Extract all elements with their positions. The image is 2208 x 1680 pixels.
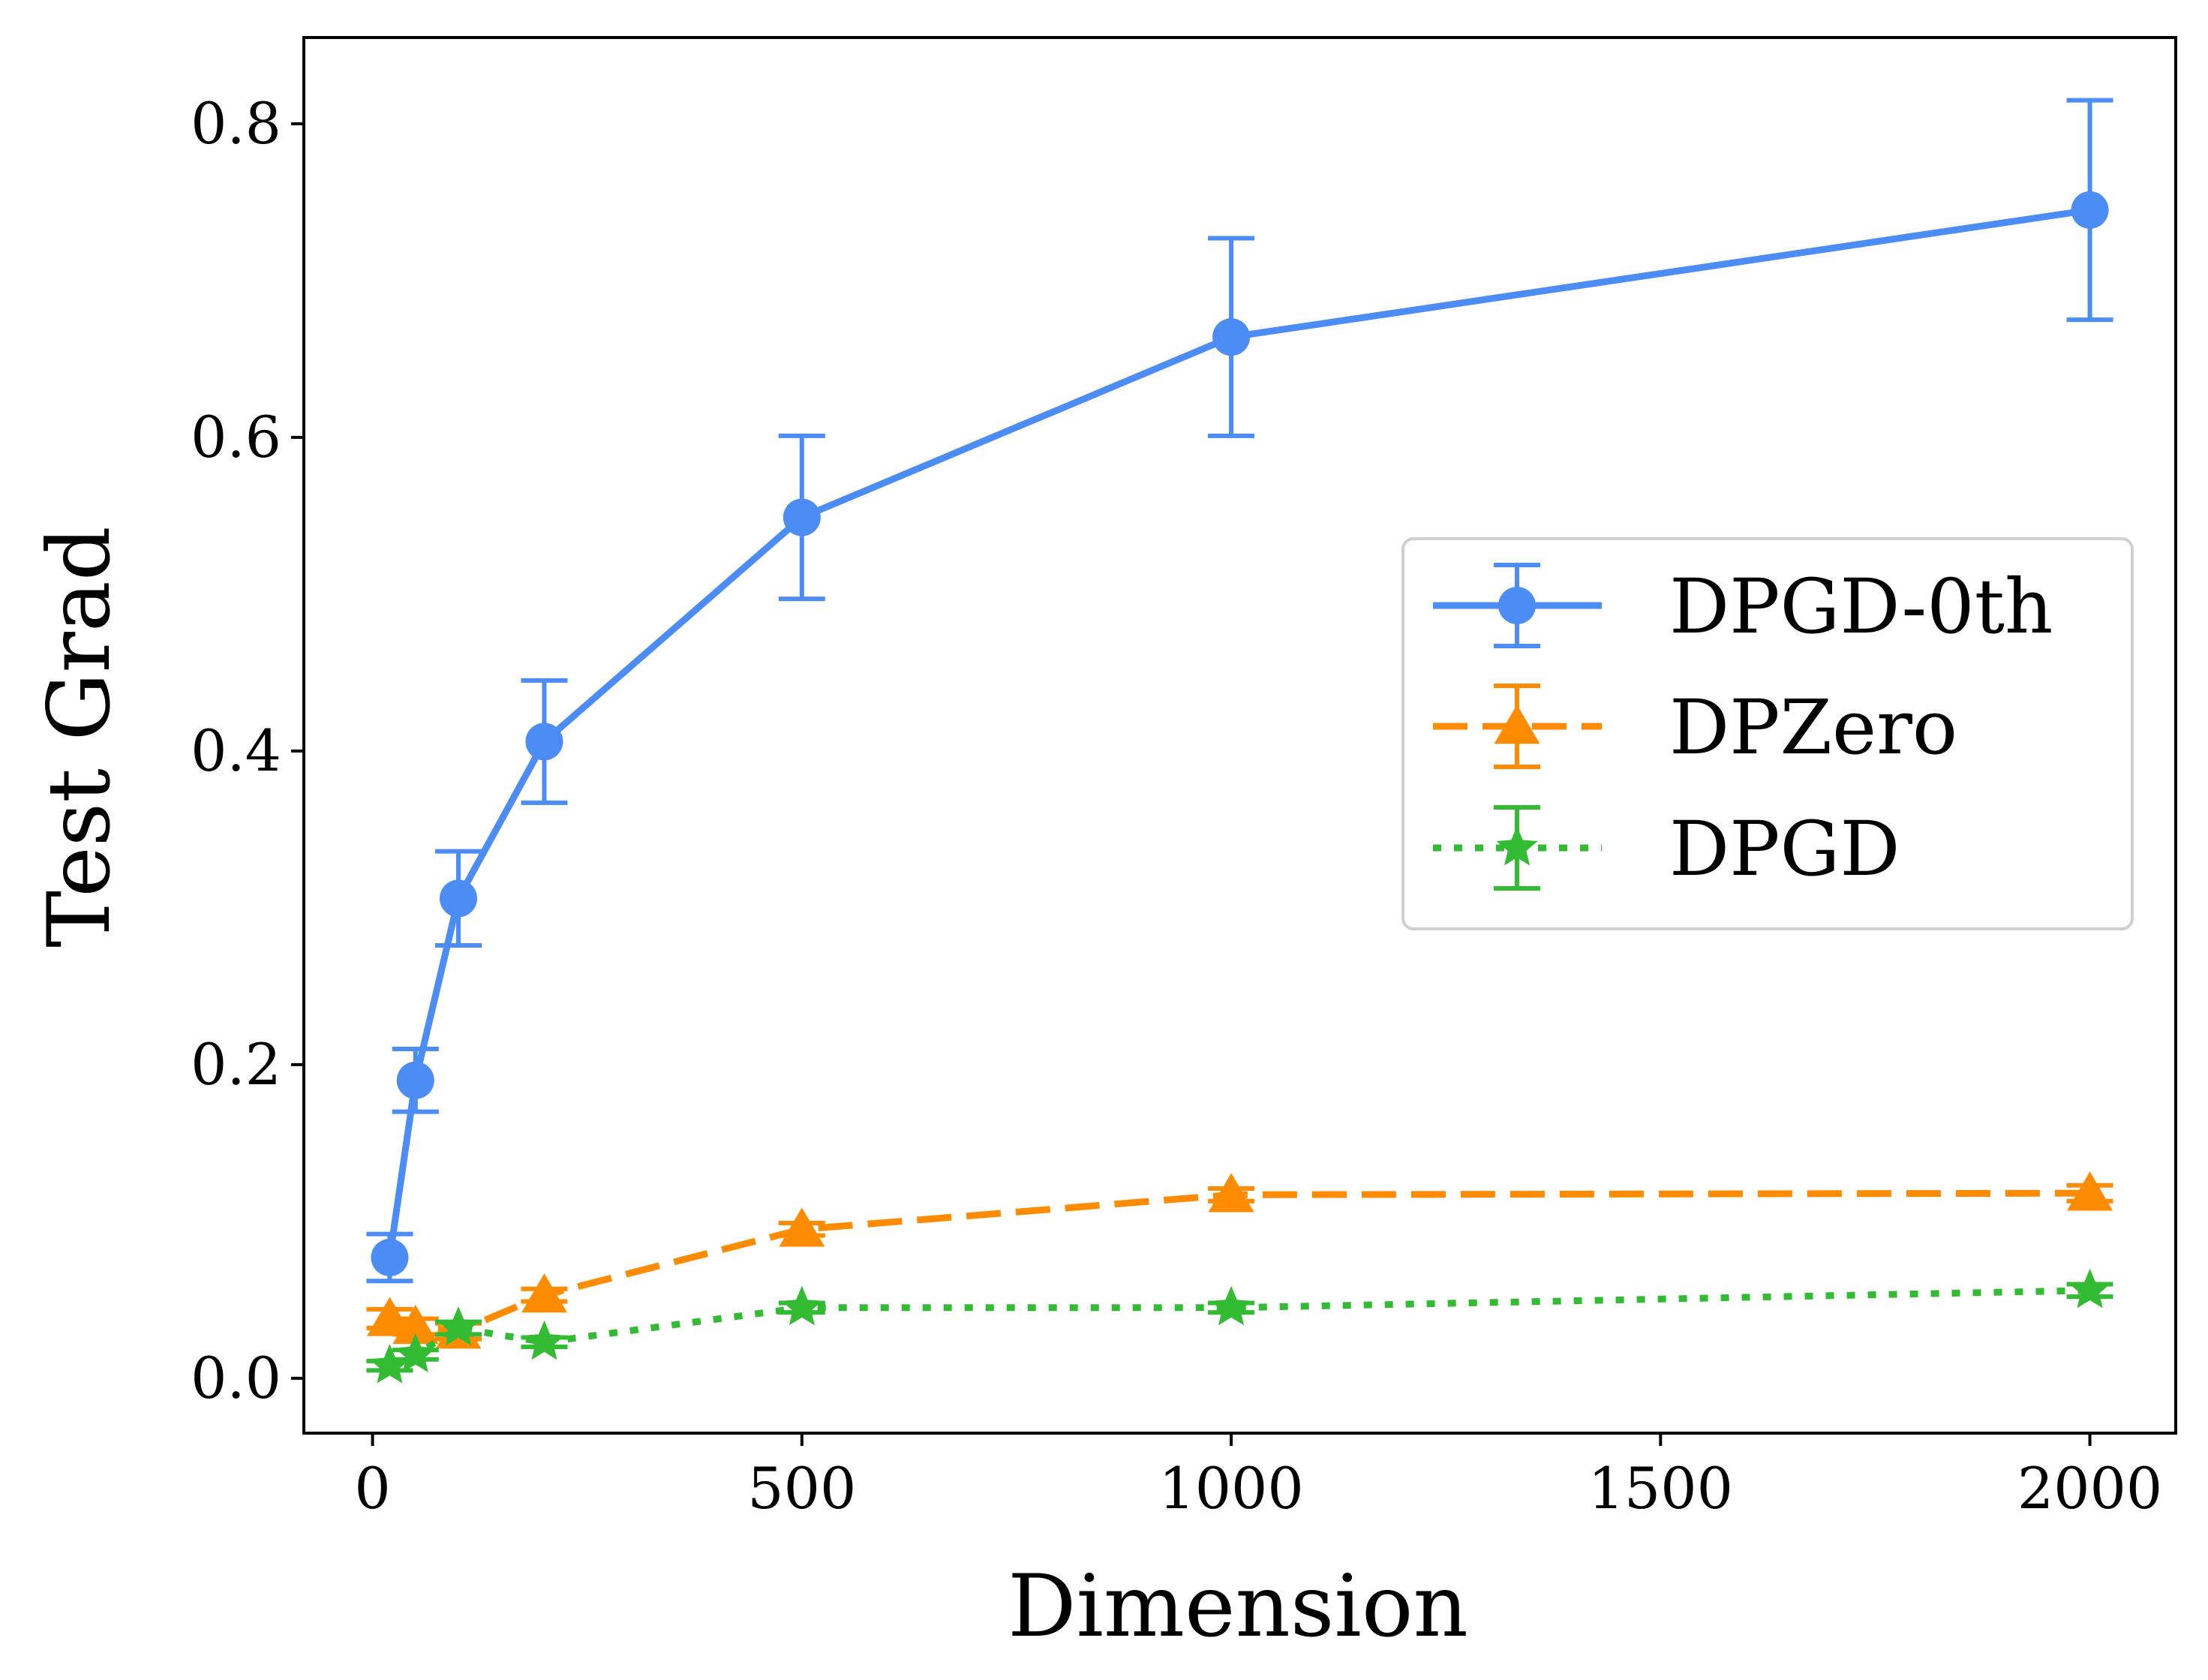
x-tick-label: 1000 [1158,1455,1303,1522]
data-point [2067,1171,2113,1211]
data-point [1210,1285,1252,1326]
legend-label: DPZero [1669,684,1957,771]
y-axis-label: Test Grad [29,526,129,948]
legend-marker [1494,705,1540,744]
data-point [371,1238,409,1276]
data-point [1212,318,1251,356]
legend-item-dpgd-0th: DPGD-0th [1433,563,2053,651]
data-point [437,1306,479,1346]
series-dpgd-0th [366,98,2113,1284]
y-tick-label: 0.2 [191,1031,281,1098]
x-tick-label: 1500 [1588,1455,1733,1522]
x-tick-label: 0 [354,1455,390,1522]
data-point [368,1344,410,1384]
x-tick-label: 2000 [2017,1455,2162,1522]
legend-frame [1401,537,2134,930]
legend: DPGD-0th DPZero DPGD [1401,537,2134,930]
legend-items: DPGD-0th DPZero DPGD [1433,563,2053,893]
y-axis: 0.0 0.2 0.4 0.6 0.8 [191,90,304,1411]
data-point [392,1304,439,1345]
legend-marker [1496,826,1538,866]
data-point [366,1297,413,1336]
plot-frame [302,36,2177,1435]
y-tick-label: 0.4 [191,717,281,784]
series-dpzero [366,1171,2113,1349]
data-point [395,1333,437,1372]
data-point [521,1273,567,1313]
legend-marker [1498,587,1536,624]
data-point [440,879,478,918]
data-point [2071,191,2109,229]
legend-label: DPGD-0th [1669,563,2053,651]
legend-item-dpgd: DPGD [1433,805,1900,893]
y-tick-label: 0.6 [191,404,281,470]
data-point [783,498,821,536]
x-axis: 0 500 1000 1500 2000 [354,1433,2162,1522]
series-dpgd [366,1268,2113,1384]
data-point [781,1285,823,1326]
data-point [396,1061,434,1099]
data-point [779,1207,825,1247]
y-tick-label: 0.0 [191,1345,281,1411]
x-tick-label: 500 [747,1455,856,1522]
legend-item-dpzero: DPZero [1433,684,1957,771]
data-point [525,723,563,761]
series-layer [366,98,2113,1384]
x-axis-label: Dimension [1008,1556,1468,1656]
data-point [523,1320,565,1360]
data-point [2069,1268,2111,1309]
data-point [1208,1173,1254,1213]
legend-label: DPGD [1669,805,1900,893]
y-tick-label: 0.8 [191,90,281,157]
